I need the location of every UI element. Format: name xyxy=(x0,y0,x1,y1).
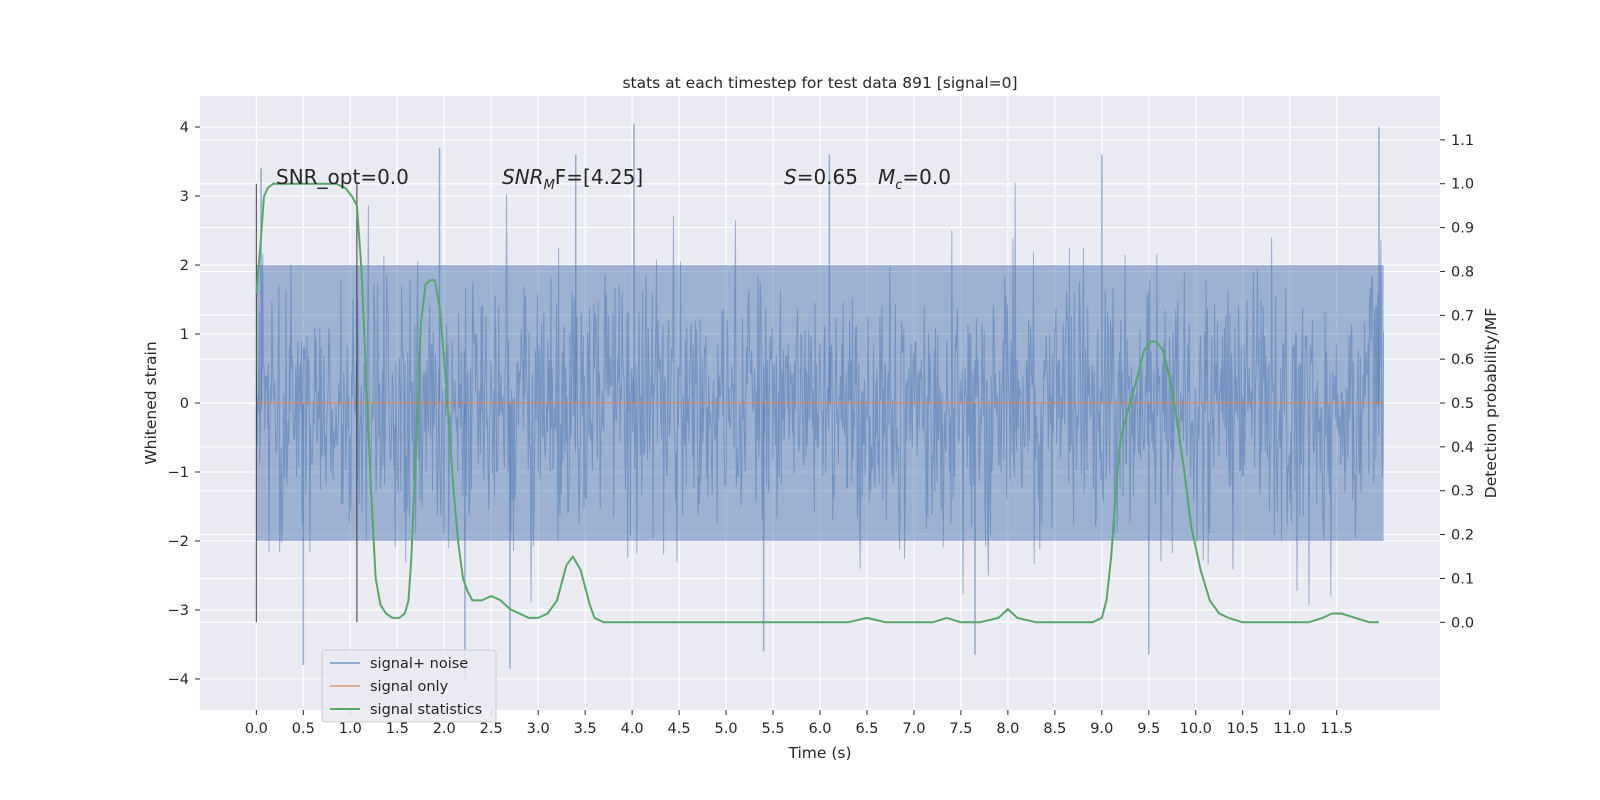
y-tick-label: 1 xyxy=(180,327,189,343)
annotation-snr-mf-main: SNR xyxy=(502,165,544,189)
legend-label-signal: signal only xyxy=(370,679,449,695)
x-tick-label: 11.5 xyxy=(1321,721,1353,737)
x-tick-label: 6.5 xyxy=(855,721,878,737)
y-tick-label: 3 xyxy=(180,189,189,205)
y-right-tick-label: 0.5 xyxy=(1451,396,1474,412)
y-right-tick-label: 0.7 xyxy=(1451,308,1474,324)
x-tick-label: 2.0 xyxy=(433,721,456,737)
x-tick-label: 1.5 xyxy=(386,721,409,737)
signal-statistics-series xyxy=(255,182,1379,624)
x-tick-label: 3.0 xyxy=(527,721,550,737)
annotation-mc-main: M xyxy=(878,165,895,189)
annotation-mc-value: =0.0 xyxy=(902,165,951,189)
x-tick-label: 6.0 xyxy=(808,721,831,737)
signal-statistics-line xyxy=(255,182,1379,624)
legend-box xyxy=(321,649,497,723)
x-tick-label: 5.0 xyxy=(715,721,738,737)
y-axis-label: Whitened strain xyxy=(142,341,160,464)
axes: 0.0 0.5 1.0 1.5 2.0 2.5 3.0 3.5 4.0 4.5 5.0 5.5 6.0 6… xyxy=(168,120,1474,737)
y-axis-right-label: Detection probability/MF xyxy=(1482,308,1500,499)
x-tick-label: 8.0 xyxy=(996,721,1019,737)
y-tick-label: −3 xyxy=(168,603,189,619)
x-tick-label: 9.0 xyxy=(1090,721,1113,737)
y-tick-label: 2 xyxy=(180,258,189,274)
y-right-tick-label: 0.8 xyxy=(1451,264,1474,280)
x-tick-label: 4.5 xyxy=(668,721,691,737)
x-tick-label: 8.5 xyxy=(1043,721,1066,737)
annotation-s-label: S xyxy=(784,165,797,189)
x-tick-label: 1.0 xyxy=(339,721,362,737)
y-tick-label: 0 xyxy=(180,396,189,412)
x-tick-label: 4.0 xyxy=(621,721,644,737)
y-tick-label: −4 xyxy=(168,672,189,688)
x-tick-label: 9.5 xyxy=(1137,721,1160,737)
x-tick-label: 0.5 xyxy=(292,721,315,737)
x-axis-label: Time (s) xyxy=(787,744,851,762)
annotation-mc: Mc=0.0 xyxy=(878,165,951,193)
y-right-tick-label: 0.2 xyxy=(1451,528,1474,544)
x-tick-label: 2.5 xyxy=(480,721,503,737)
y-right-tick-label: 0.6 xyxy=(1451,352,1474,368)
x-tick-label: 0.0 xyxy=(245,721,268,737)
x-tick-label: 7.0 xyxy=(902,721,925,737)
legend-label-noise: signal+ noise xyxy=(370,656,468,672)
x-tick-label: 10.0 xyxy=(1180,721,1212,737)
y-right-tick-label: 0.1 xyxy=(1451,571,1474,587)
y-right-tick-label: 0.3 xyxy=(1451,484,1474,500)
annotation-snr-mf-rest: F=[4.25] xyxy=(555,165,643,189)
y-right-tick-label: 0.9 xyxy=(1451,221,1474,237)
annotation-snr-mf-sub: M xyxy=(544,178,555,193)
y-right-tick-label: 1.0 xyxy=(1451,177,1474,193)
annotation-s-value: =0.65 xyxy=(797,165,858,189)
annotation-s: S=0.65 xyxy=(784,165,858,189)
x-tick-label: 10.5 xyxy=(1227,721,1259,737)
annotation-snr-opt: SNR_opt=0.0 xyxy=(276,165,409,189)
annotation-snr-mf: SNRMF=[4.25] xyxy=(502,165,643,193)
y-tick-label: −1 xyxy=(168,465,189,481)
y-right-tick-label: 1.1 xyxy=(1451,133,1474,149)
segment-markers xyxy=(255,183,358,623)
annotation-mc-sub: c xyxy=(895,178,902,193)
y-tick-label: 4 xyxy=(180,120,189,136)
y-tick-label: −2 xyxy=(168,534,189,550)
x-tick-label: 3.5 xyxy=(574,721,597,737)
x-tick-label: 7.5 xyxy=(949,721,972,737)
y-right-tick-label: 0.0 xyxy=(1451,615,1474,631)
x-tick-label: 5.5 xyxy=(761,721,784,737)
legend: signal+ noise signal only signal statist… xyxy=(321,649,497,723)
chart-title: stats at each timestep for test data 891… xyxy=(622,74,1017,92)
x-tick-label: 11.0 xyxy=(1274,721,1306,737)
y-right-tick-label: 0.4 xyxy=(1451,440,1474,456)
legend-label-stats: signal statistics xyxy=(370,702,482,718)
